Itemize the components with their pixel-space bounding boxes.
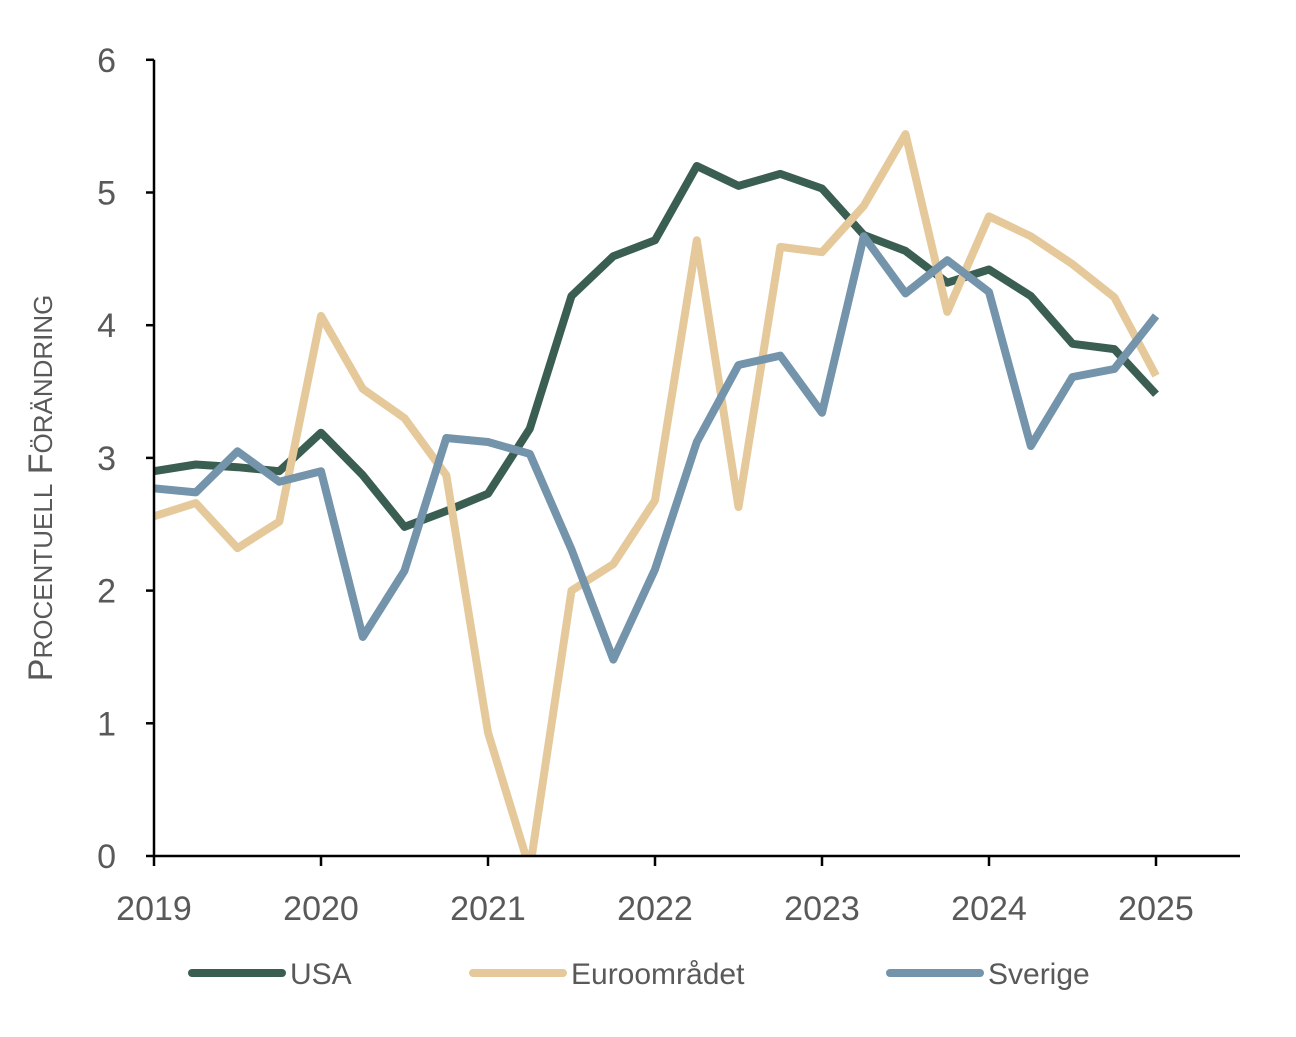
axes <box>146 58 1240 866</box>
y-tick-label: 5 <box>97 175 116 213</box>
legend-label-usa: USA <box>290 958 352 991</box>
x-tick-label: 2022 <box>617 890 693 928</box>
series-line-euroområdet <box>154 130 1160 856</box>
y-tick-label: 4 <box>97 307 116 345</box>
x-tick-label: 2025 <box>1118 890 1194 928</box>
y-tick-label: 6 <box>97 42 116 80</box>
y-axis-title: PROCENTUELL FÖRÄNDRING <box>22 295 60 682</box>
x-tick-label: 2024 <box>951 890 1027 928</box>
tick-labels: 0 1 2 3 4 5 6 2019 2020 2021 2022 2023 2024 2025 <box>97 42 1194 928</box>
x-tick-label: 2020 <box>283 890 359 928</box>
y-tick-label: 0 <box>97 838 116 876</box>
y-tick-label: 2 <box>97 573 116 611</box>
legend-label-euroområdet: Euroområdet <box>571 958 745 991</box>
y-tick-label: 1 <box>97 705 116 743</box>
legend-label-sverige: Sverige <box>988 958 1090 991</box>
series-layer <box>154 130 1160 856</box>
y-tick-label: 3 <box>97 440 116 478</box>
x-tick-label: 2021 <box>450 890 526 928</box>
x-tick-label: 2023 <box>784 890 860 928</box>
legend: USA Euroområdet Sverige <box>188 958 1090 991</box>
series-line-usa <box>154 162 1159 531</box>
series-line-sverige <box>154 232 1160 664</box>
x-tick-label: 2019 <box>116 890 192 928</box>
